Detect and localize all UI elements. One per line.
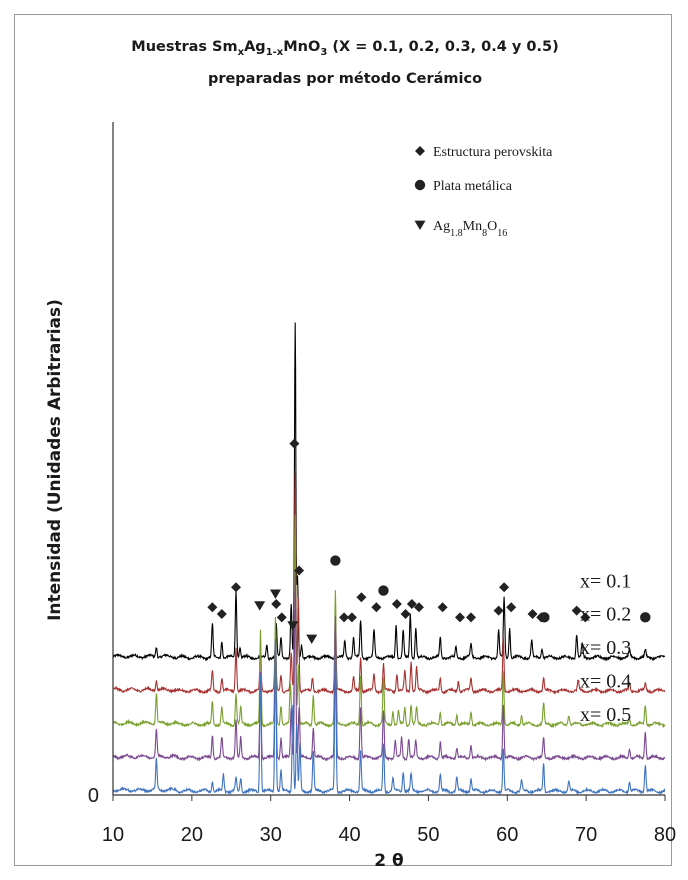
title-text-part: MnO — [283, 39, 321, 55]
series-line-2 — [112, 472, 666, 696]
perovskite-diamond-marker — [346, 612, 357, 623]
silver-circle-marker — [330, 555, 341, 566]
legend-label-silver: Plata metálica — [433, 179, 513, 194]
perovskite-diamond-marker — [571, 605, 582, 616]
perovskite-diamond-marker — [454, 612, 465, 623]
silver-circle-marker — [378, 585, 389, 596]
x-tick-label: 10 — [102, 824, 124, 846]
figure-border — [14, 14, 672, 866]
title-text-part: Ag — [244, 39, 266, 55]
title-text-part: (X = 0.1, 0.2, 0.3, 0.4 y 0.5) — [327, 39, 559, 55]
chart-title-line-2: preparadas por método Cerámico — [207, 70, 483, 87]
axes: 10 20 30 40 50 60 70 80 0 2 θ Intensidad (Unidades… — [45, 122, 676, 871]
legend-label-perovskite: Estructura perovskita — [433, 145, 553, 160]
series-label-5: x= 0.5 — [580, 704, 631, 726]
x-tick-label: 60 — [496, 824, 518, 846]
perovskite-diamond-marker — [289, 438, 300, 449]
series-label-4: x= 0.4 — [580, 670, 631, 692]
title-subscript: x — [237, 46, 245, 58]
series-line-3 — [112, 514, 666, 729]
chart-title: Muestras SmxAg1-xMnO3 (X = 0.1, 0.2, 0.3… — [50, 34, 640, 92]
x-tick-label: 20 — [181, 824, 203, 846]
x-axis-title: 2 θ — [374, 851, 403, 871]
x-tick-label: 80 — [654, 824, 676, 846]
perovskite-diamond-marker — [493, 605, 504, 616]
perovskite-diamond-marker — [413, 602, 424, 613]
x-tick-label: 30 — [260, 824, 282, 846]
series-line-1 — [112, 322, 666, 662]
perovskite-diamond-marker — [371, 602, 382, 613]
perovskite-diamond-marker — [580, 612, 591, 623]
perovskite-diamond-marker — [499, 582, 510, 593]
perovskite-diamond-marker — [406, 598, 417, 609]
perovskite-diamond-marker — [216, 608, 227, 619]
perovskite-diamond-marker — [437, 602, 448, 613]
perovskite-diamond-marker — [276, 612, 287, 623]
series-label-3: x= 0.3 — [580, 637, 631, 659]
ag-mn-o-triangle-marker — [306, 634, 318, 644]
silver-circle-marker — [539, 612, 550, 623]
x-tick-label: 50 — [417, 824, 439, 846]
perovskite-diamond-marker — [506, 602, 517, 613]
x-tick-label: 70 — [575, 824, 597, 846]
legend-triangle-icon — [414, 220, 426, 230]
legend-label-ag-mn-o: Ag1.8Mn8O16 — [433, 219, 507, 239]
perovskite-diamond-marker — [356, 592, 367, 603]
perovskite-diamond-marker — [400, 608, 411, 619]
peak-markers — [207, 438, 651, 644]
perovskite-diamond-marker — [466, 612, 477, 623]
title-subscript: 1-x — [265, 46, 284, 58]
series-line-4 — [112, 570, 666, 762]
legend: Estructura perovskita Plata metálica Ag1.8… — [414, 145, 553, 239]
perovskite-diamond-marker — [207, 602, 218, 613]
series-label-2: x= 0.2 — [580, 604, 631, 626]
silver-circle-marker — [640, 612, 651, 623]
perovskite-diamond-marker — [339, 612, 350, 623]
ag-mn-o-triangle-marker — [254, 601, 266, 611]
y-tick-label: 0 — [88, 785, 99, 807]
perovskite-diamond-marker — [231, 582, 242, 593]
title-subscript: 3 — [320, 46, 328, 58]
ag-mn-o-triangle-marker — [269, 589, 281, 599]
x-tick-label: 40 — [338, 824, 360, 846]
legend-diamond-icon — [415, 146, 425, 156]
chart-title-line-1: Muestras SmxAg1-xMnO3 (X = 0.1, 0.2, 0.3… — [50, 34, 640, 66]
perovskite-diamond-marker — [294, 565, 305, 576]
ag-mn-o-triangle-marker — [287, 621, 299, 631]
y-axis-title: Intensidad (Unidades Arbitrarias) — [45, 299, 65, 621]
title-text-part: Muestras Sm — [131, 39, 238, 55]
series-labels: x= 0.1 x= 0.2 x= 0.3 x= 0.4 x= 0.5 — [580, 570, 631, 726]
series-line-5 — [112, 639, 666, 796]
series-label-1: x= 0.1 — [580, 570, 631, 592]
perovskite-diamond-marker — [271, 598, 282, 609]
perovskite-diamond-marker — [391, 598, 402, 609]
legend-circle-icon — [414, 179, 426, 191]
perovskite-diamond-marker — [527, 608, 538, 619]
plot-area — [112, 322, 666, 796]
